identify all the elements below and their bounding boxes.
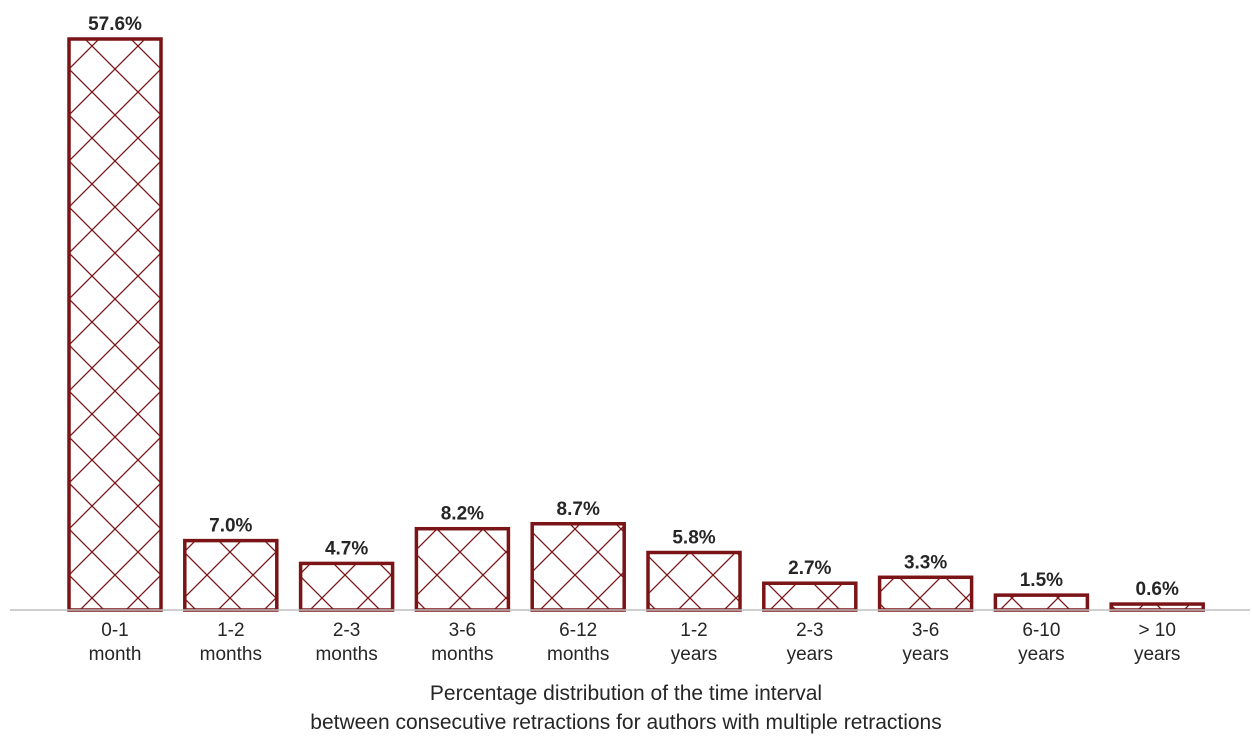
value-label-9: 0.6% <box>1136 579 1179 600</box>
x-tick-label-2-line-2: months <box>315 644 377 665</box>
x-tick-label-0-line-1: 0-1 <box>101 620 128 641</box>
x-tick-label-3-line-2: months <box>431 644 493 665</box>
value-label-6: 2.7% <box>788 558 831 579</box>
x-tick-label-8-line-1: 6-10 <box>1022 620 1060 641</box>
bar-5 <box>646 550 742 612</box>
value-label-8: 1.5% <box>1020 570 1063 591</box>
value-label-1: 7.0% <box>209 516 252 537</box>
bar-9 <box>1109 602 1205 612</box>
x-tick-label-9-line-1: > 10 <box>1138 620 1176 641</box>
x-tick-label-7-line-2: years <box>902 644 948 665</box>
x-axis-title-line-2: between consecutive retractions for auth… <box>310 711 941 734</box>
bar-4 <box>530 522 626 612</box>
value-labels-group: 57.6% 7.0% 4.7% 8.2% 8.7% 5.8% 2.7% 3.3% 1.5% 0.6… <box>88 14 1179 600</box>
x-tick-label-0-line-2: month <box>89 644 142 665</box>
bar-8 <box>993 593 1090 612</box>
x-tick-label-5-line-1: 1-2 <box>680 620 707 641</box>
bar-3 <box>414 526 511 612</box>
x-tick-label-5-line-2: years <box>671 644 717 665</box>
x-tick-label-6-line-2: years <box>787 644 833 665</box>
x-tick-label-9-line-2: years <box>1134 644 1180 665</box>
bar-0 <box>67 37 163 612</box>
x-tick-label-2-line-1: 2-3 <box>333 620 360 641</box>
x-tick-label-1-line-2: months <box>200 644 262 665</box>
x-tick-label-6-line-1: 2-3 <box>796 620 823 641</box>
value-label-5: 5.8% <box>672 528 715 549</box>
x-axis-title-line-1: Percentage distribution of the time inte… <box>430 682 822 705</box>
bar-6 <box>762 581 858 612</box>
bar-7 <box>877 575 974 612</box>
bars-group <box>67 37 1205 612</box>
x-tick-label-8-line-2: years <box>1018 644 1064 665</box>
x-tick-label-7-line-1: 3-6 <box>912 620 939 641</box>
x-tick-label-3-line-1: 3-6 <box>449 620 476 641</box>
x-tick-label-1-line-1: 1-2 <box>217 620 244 641</box>
bar-2 <box>298 561 395 612</box>
x-tick-label-4-line-2: months <box>547 644 609 665</box>
value-label-2: 4.7% <box>325 538 368 559</box>
x-tick-label-4-line-1: 6-12 <box>559 620 597 641</box>
value-label-4: 8.7% <box>557 499 600 520</box>
value-label-7: 3.3% <box>904 552 947 573</box>
value-label-0: 57.6% <box>88 14 142 35</box>
value-label-3: 8.2% <box>441 504 484 525</box>
bar-1 <box>183 538 279 612</box>
x-tick-labels-group: 0-1 month 1-2 months 2-3 months 3-6 months 6-12 m… <box>89 620 1181 665</box>
